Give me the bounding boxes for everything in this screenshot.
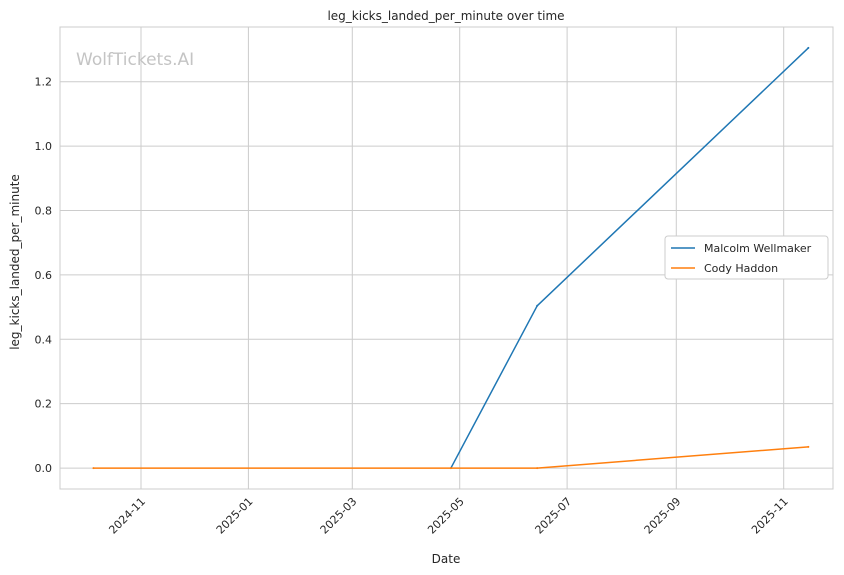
x-tick-label: 2025-09 bbox=[642, 495, 684, 537]
x-tick-label: 2024-11 bbox=[106, 495, 148, 537]
y-tick-label: 0.8 bbox=[35, 205, 53, 218]
y-tick-label: 1.0 bbox=[35, 140, 53, 153]
plot-frame bbox=[59, 26, 834, 490]
y-tick-label: 0.2 bbox=[35, 398, 53, 411]
y-axis-label: leg_kicks_landed_per_minute bbox=[8, 174, 22, 350]
legend-box bbox=[664, 235, 829, 280]
y-axis-ticks: 0.0 0.2 0.4 0.6 0.8 1.0 1.2 bbox=[35, 76, 53, 475]
y-tick-label: 0.0 bbox=[35, 462, 53, 475]
data-point-cody-haddon bbox=[807, 445, 810, 448]
chart-title: leg_kicks_landed_per_minute over time bbox=[327, 9, 564, 23]
legend: Malcolm Wellmaker Cody Haddon bbox=[664, 235, 829, 280]
legend-label-malcolm-wellmaker: Malcolm Wellmaker bbox=[704, 242, 812, 255]
series-lines bbox=[92, 46, 810, 470]
data-point-cody-haddon bbox=[92, 467, 95, 470]
data-point-malcolm-wellmaker bbox=[536, 304, 539, 307]
data-point-malcolm-wellmaker bbox=[807, 46, 810, 49]
watermark-text: WolfTickets.AI bbox=[76, 50, 194, 70]
x-tick-label: 2025-03 bbox=[318, 495, 360, 537]
y-tick-label: 0.4 bbox=[35, 333, 53, 346]
y-tick-label: 0.6 bbox=[35, 269, 53, 282]
series-line-cody-haddon bbox=[93, 446, 809, 469]
x-axis-ticks: 2024-11 2025-01 2025-03 2025-05 2025-07 2025-… bbox=[106, 495, 790, 537]
legend-label-cody-haddon: Cody Haddon bbox=[704, 262, 778, 275]
x-tick-label: 2025-01 bbox=[214, 495, 256, 537]
data-point-cody-haddon bbox=[449, 467, 452, 470]
x-tick-label: 2025-11 bbox=[749, 495, 791, 537]
data-point-cody-haddon bbox=[536, 467, 539, 470]
x-tick-label: 2025-05 bbox=[425, 495, 467, 537]
x-tick-label: 2025-07 bbox=[533, 495, 575, 537]
y-tick-label: 1.2 bbox=[35, 76, 53, 89]
x-axis-label: Date bbox=[432, 552, 461, 566]
